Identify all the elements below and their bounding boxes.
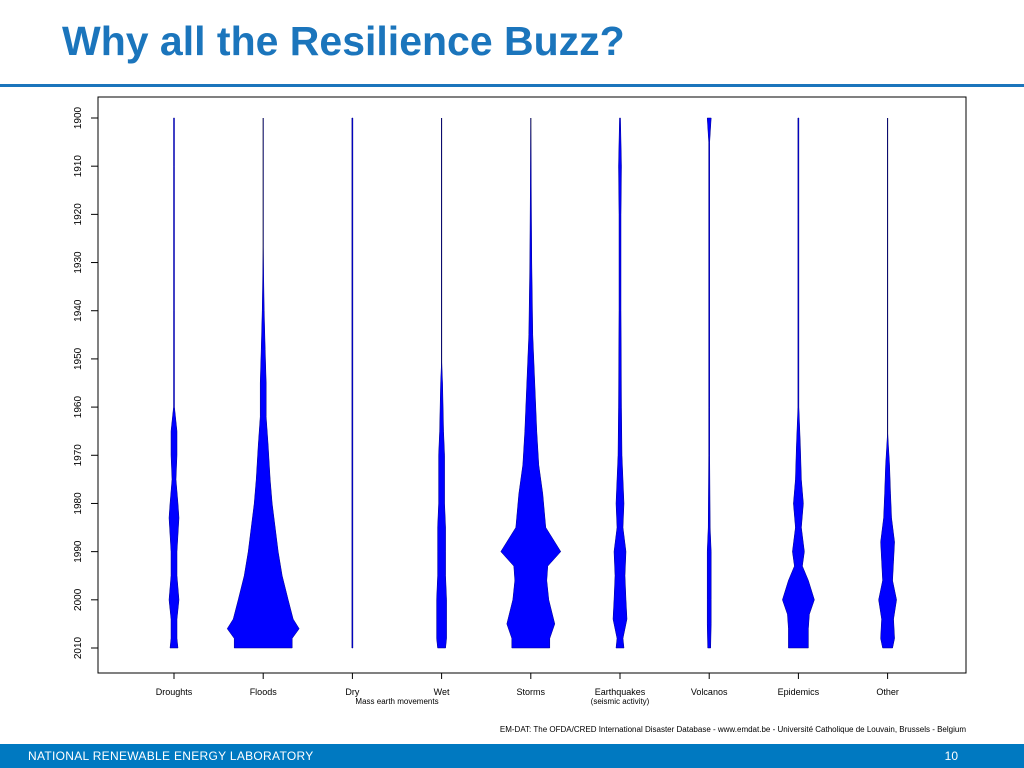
x-tick-label: Volcanos [691, 687, 728, 697]
violin-shape [782, 117, 815, 649]
x-tick-label: Wet [434, 687, 450, 697]
violin-shape [351, 117, 354, 649]
x-tick-label: Epidemics [778, 687, 820, 697]
y-tick-label: 1910 [73, 155, 84, 178]
y-tick-label: 1930 [73, 251, 84, 274]
violin-epidemics [782, 117, 815, 649]
source-credit: EM-DAT: The OFDA/CRED International Disa… [499, 725, 966, 734]
y-tick-label: 1950 [73, 347, 84, 370]
x-tick-label: Earthquakes [595, 687, 646, 697]
violin-volcanos [706, 117, 712, 649]
violin-shape [706, 117, 712, 649]
violin-storms [500, 117, 562, 649]
y-tick-label: 1970 [73, 444, 84, 467]
group-label-mass-earth-movements: Mass earth movements [355, 697, 438, 706]
x-axis: Droughts Floods Dry Wet Storms Earthquakes(se… [129, 672, 904, 706]
x-tick-label: Floods [250, 687, 278, 697]
violin-shape [226, 118, 300, 649]
violin-earthquakes [612, 117, 628, 649]
y-tick-label: 2010 [73, 636, 84, 659]
violin-shape [878, 118, 897, 649]
violin-shape [168, 117, 180, 649]
x-tick-label: Other [876, 687, 899, 697]
y-tick-label: 1960 [73, 396, 84, 419]
violin-shape [612, 117, 628, 649]
slide-title: Why all the Resilience Buzz? [62, 18, 625, 64]
violin-other [878, 118, 897, 649]
violin-shape [436, 118, 447, 649]
y-axis: 1900 1910 1920 1930 1940 1950 1960 1970 1980 1990… [73, 106, 99, 659]
y-tick-label: 1940 [73, 299, 84, 322]
x-tick-label: Dry [345, 687, 359, 697]
y-tick-label: 1990 [73, 540, 84, 563]
x-tick-label: Droughts [156, 687, 193, 697]
y-tick-label: 1980 [73, 492, 84, 515]
y-tick-label: 1920 [73, 203, 84, 226]
y-tick-label: 2000 [73, 588, 84, 611]
x-tick-label: Storms [517, 687, 546, 697]
title-divider [0, 84, 1024, 87]
violin-dry [351, 117, 354, 649]
violin-droughts [168, 117, 180, 649]
violin-shape [500, 117, 562, 649]
footer-bar: NATIONAL RENEWABLE ENERGY LABORATORY 10 [0, 744, 1024, 768]
footer-organization: NATIONAL RENEWABLE ENERGY LABORATORY [28, 749, 314, 763]
y-tick-label: 1900 [73, 106, 84, 129]
x-tick-sublabel: (seismic activity) [591, 697, 650, 706]
violin-wet [436, 118, 447, 649]
violins [168, 117, 897, 649]
page-number: 10 [944, 749, 958, 763]
disaster-violin-chart: 1900 1910 1920 1930 1940 1950 1960 1970 1980 1990… [73, 96, 967, 706]
violin-floods [226, 118, 300, 649]
